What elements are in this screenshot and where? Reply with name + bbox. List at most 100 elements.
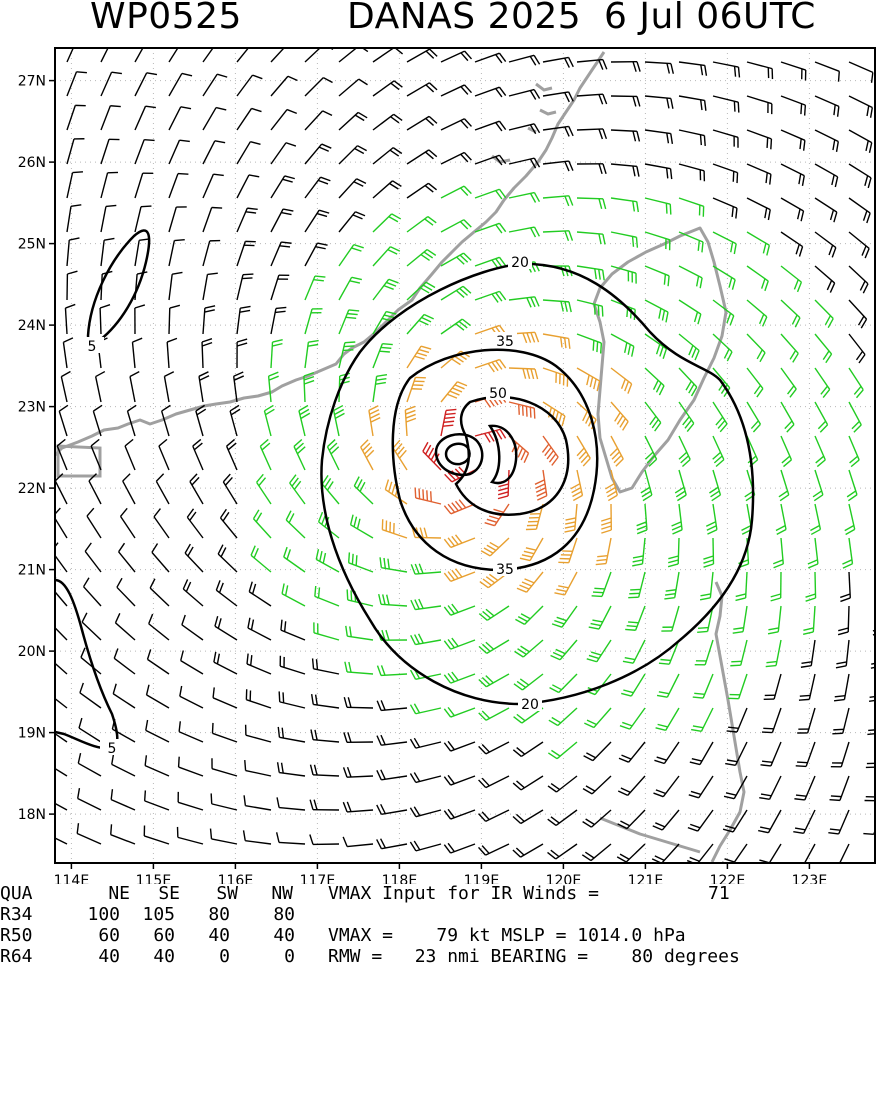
wind-barb bbox=[781, 62, 806, 80]
wind-barb bbox=[611, 198, 638, 212]
wind-barb bbox=[479, 708, 509, 720]
wind-barb bbox=[411, 599, 441, 610]
wind-barb bbox=[405, 406, 416, 436]
wind-barb bbox=[618, 810, 645, 829]
wind-barb bbox=[543, 300, 571, 312]
wind-barb bbox=[645, 368, 664, 395]
wind-barb bbox=[339, 245, 364, 266]
wind-barb bbox=[551, 640, 577, 660]
wind-barb bbox=[747, 300, 767, 326]
wind-barb bbox=[354, 477, 373, 504]
info-r34-ne: 100 bbox=[70, 905, 120, 925]
wind-barb bbox=[344, 697, 373, 708]
wind-barb bbox=[730, 640, 747, 666]
wind-barb bbox=[203, 174, 224, 198]
wind-barb bbox=[125, 439, 135, 470]
wind-barb bbox=[679, 96, 706, 111]
lat-tick-label: 25N bbox=[18, 237, 46, 253]
info-r64-sw: 0 bbox=[190, 947, 230, 967]
wind-barb bbox=[114, 649, 135, 674]
wind-barb bbox=[475, 189, 506, 199]
wind-barb bbox=[549, 708, 577, 726]
wind-barb bbox=[747, 402, 760, 432]
wind-barb bbox=[771, 572, 781, 601]
wind-barb bbox=[237, 339, 247, 368]
wind-barb bbox=[619, 742, 645, 762]
wind-barb bbox=[842, 538, 852, 568]
wind-barb bbox=[689, 776, 713, 798]
wind-barb bbox=[339, 277, 362, 300]
info-header-ne: NE bbox=[80, 884, 130, 904]
wind-barb bbox=[135, 39, 158, 62]
wind-barb bbox=[334, 406, 345, 436]
wind-barb bbox=[481, 538, 509, 556]
lat-tick-label: 26N bbox=[18, 155, 46, 171]
wind-barb bbox=[67, 38, 88, 62]
wind-barb bbox=[475, 291, 506, 302]
wind-barb bbox=[728, 674, 747, 699]
wind-barb bbox=[548, 810, 577, 825]
wind-barb bbox=[543, 334, 570, 349]
wind-barb bbox=[169, 107, 191, 130]
info-r50-nw: 40 bbox=[245, 926, 295, 946]
wind-barb bbox=[509, 368, 538, 379]
wind-barb bbox=[146, 720, 169, 742]
lat-tick-label: 22N bbox=[18, 481, 46, 497]
info-header-se: SE bbox=[130, 884, 180, 904]
wind-barb bbox=[410, 807, 441, 817]
wind-barb bbox=[80, 683, 101, 708]
wind-barb bbox=[150, 579, 169, 606]
wind-barb bbox=[679, 436, 690, 466]
wind-barb bbox=[849, 334, 865, 363]
wind-barb bbox=[498, 470, 509, 499]
wind-barb bbox=[154, 509, 169, 538]
wind-barb bbox=[828, 810, 849, 834]
wind-barb bbox=[623, 640, 645, 663]
wind-barb bbox=[305, 341, 319, 368]
wind-barb bbox=[271, 307, 286, 334]
wind-barb bbox=[67, 172, 83, 198]
wind-barb bbox=[865, 776, 880, 801]
wind-barb bbox=[441, 220, 471, 232]
wind-barb bbox=[67, 205, 81, 232]
contour-label: 50 bbox=[489, 386, 507, 402]
wind-barb bbox=[339, 212, 365, 232]
wind-barb bbox=[628, 572, 645, 598]
wind-barb bbox=[695, 640, 713, 665]
wind-barb bbox=[652, 844, 679, 863]
wind-barb bbox=[380, 557, 407, 572]
wind-barb bbox=[351, 515, 373, 538]
wind-barb bbox=[657, 674, 679, 697]
wind-barb bbox=[517, 572, 543, 592]
vmax-ir-label: VMAX Input for IR Winds = bbox=[328, 884, 599, 904]
wind-barb bbox=[815, 368, 830, 398]
wind-barb bbox=[543, 126, 573, 136]
wind-barb bbox=[147, 685, 169, 708]
wind-barb bbox=[514, 674, 543, 690]
wind-barb bbox=[862, 844, 880, 868]
wind-barb bbox=[700, 572, 713, 600]
wind-barb bbox=[690, 742, 713, 765]
wind-barb bbox=[203, 74, 227, 96]
wind-barb bbox=[343, 802, 373, 812]
wind-barb bbox=[343, 837, 373, 847]
info-r64-nw: 0 bbox=[245, 947, 295, 967]
wind-barb bbox=[479, 844, 509, 855]
wind-barb bbox=[169, 73, 192, 96]
wind-barb bbox=[808, 538, 818, 568]
wind-barb bbox=[832, 708, 849, 734]
wind-barb bbox=[735, 572, 747, 600]
wind-barb bbox=[46, 717, 67, 742]
wind-barb bbox=[813, 470, 823, 501]
wind-barb bbox=[815, 96, 839, 117]
wind-barb bbox=[577, 368, 600, 391]
wind-barb bbox=[183, 579, 203, 606]
wind-barb bbox=[645, 96, 673, 109]
wind-barb bbox=[377, 770, 407, 780]
wind-barb bbox=[310, 835, 339, 845]
wind-barb bbox=[617, 844, 645, 862]
wind-barb bbox=[849, 266, 868, 293]
wind-barb bbox=[781, 164, 804, 186]
wind-barb bbox=[766, 640, 781, 667]
wind-barb bbox=[101, 39, 123, 62]
